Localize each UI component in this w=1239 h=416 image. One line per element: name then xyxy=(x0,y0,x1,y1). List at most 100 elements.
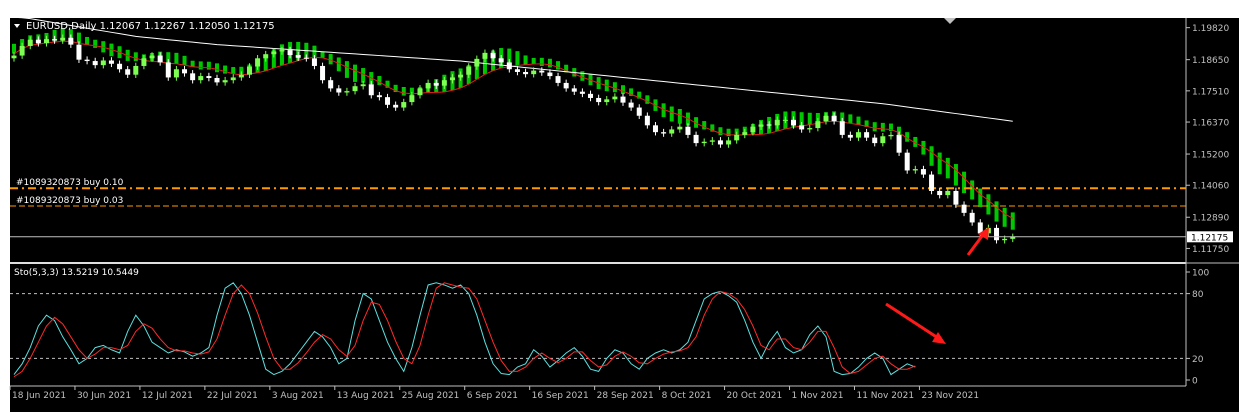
candle-body xyxy=(311,58,317,66)
candle-body xyxy=(19,45,25,56)
candle-body xyxy=(117,63,123,70)
candle xyxy=(417,85,423,99)
candle xyxy=(774,116,780,129)
candle xyxy=(961,201,967,217)
price-tick-label: 1.15200 xyxy=(1192,151,1229,161)
candle xyxy=(352,82,358,95)
date-tick-label: 25 Aug 2021 xyxy=(402,391,460,401)
candle xyxy=(108,57,114,68)
candle-body xyxy=(328,80,334,89)
candle xyxy=(628,99,634,111)
candle-body xyxy=(466,66,472,75)
candle-body xyxy=(734,134,740,141)
candle xyxy=(165,59,171,81)
candle xyxy=(904,149,910,174)
candle xyxy=(596,94,602,106)
candle xyxy=(35,36,41,47)
candle xyxy=(929,171,935,195)
candle xyxy=(149,52,155,62)
candle-body xyxy=(628,102,634,108)
candle xyxy=(490,49,496,62)
candle-body xyxy=(620,96,626,103)
candle-body xyxy=(888,134,894,137)
candle xyxy=(19,42,25,59)
candle xyxy=(726,137,732,148)
candle xyxy=(409,91,415,106)
candle-body xyxy=(376,95,382,98)
candle xyxy=(401,98,407,111)
candle xyxy=(92,57,98,69)
candle-body xyxy=(222,80,228,83)
candle xyxy=(555,72,561,87)
candle xyxy=(709,137,715,146)
candle xyxy=(11,52,17,62)
candle xyxy=(482,49,488,63)
candle-body xyxy=(644,115,650,126)
candle xyxy=(246,63,252,78)
price-scale-panel[interactable] xyxy=(1186,18,1239,386)
candle xyxy=(263,50,269,62)
candle xyxy=(458,71,464,81)
price-tick-label: 1.17510 xyxy=(1192,87,1229,97)
candle xyxy=(539,67,545,76)
candle xyxy=(920,165,926,178)
indicator-panel[interactable] xyxy=(10,264,1186,386)
candle-body xyxy=(92,61,98,66)
candle xyxy=(969,209,975,226)
candle-body xyxy=(539,70,545,73)
candle-body xyxy=(717,140,723,145)
candle xyxy=(360,81,366,90)
symbol-dropdown-icon[interactable] xyxy=(14,24,20,28)
candle-body xyxy=(636,107,642,116)
long-moving-average-line xyxy=(13,16,1013,122)
candle-body xyxy=(1002,238,1008,241)
price-tick-label: 1.19820 xyxy=(1192,24,1229,34)
candle-body xyxy=(230,77,236,81)
candle-body xyxy=(782,119,788,121)
candle-body xyxy=(344,91,350,93)
stochastic-tick-label: 20 xyxy=(1192,355,1204,365)
candle-body xyxy=(652,125,658,133)
candle xyxy=(68,34,74,48)
candle-body xyxy=(385,97,391,105)
symbol-label: EURUSD,Daily 1.12067 1.12267 1.12050 1.1… xyxy=(26,21,275,32)
date-tick-label: 16 Sep 2021 xyxy=(532,391,589,401)
candle-body xyxy=(912,169,918,171)
candle xyxy=(945,187,951,199)
candle-body xyxy=(409,95,415,103)
candle-body xyxy=(847,134,853,138)
candle-body xyxy=(506,62,512,70)
candle-body xyxy=(303,57,309,59)
candle xyxy=(685,123,691,139)
candle-body xyxy=(173,69,179,78)
candle xyxy=(531,67,537,78)
chart-shift-marker[interactable] xyxy=(944,18,956,24)
candle xyxy=(133,62,139,78)
candle xyxy=(750,123,756,136)
stochastic-main-line xyxy=(13,282,916,376)
candle-body xyxy=(855,132,861,138)
candle-body xyxy=(750,126,756,133)
candle-body xyxy=(742,132,748,135)
current-price-badge xyxy=(1187,231,1233,243)
candle-body xyxy=(685,126,691,135)
candle xyxy=(173,65,179,81)
candle xyxy=(636,104,642,120)
candle xyxy=(547,69,553,80)
candle-body xyxy=(368,84,374,96)
candle-body xyxy=(596,97,602,103)
date-tick-label: 28 Sep 2021 xyxy=(597,391,654,401)
candle-body xyxy=(612,96,618,100)
candle-body xyxy=(141,58,147,66)
candle xyxy=(644,112,650,129)
candle xyxy=(888,131,894,140)
candle-body xyxy=(35,39,41,44)
candle-body xyxy=(393,104,399,108)
candle-body xyxy=(896,134,902,153)
order-lines[interactable]: #1089320873 buy 0.10 #1089320873 buy 0.03 xyxy=(10,178,1186,207)
time-scale-panel[interactable] xyxy=(10,386,1239,412)
price-panel[interactable] xyxy=(10,18,1186,262)
candle-body xyxy=(336,88,342,93)
